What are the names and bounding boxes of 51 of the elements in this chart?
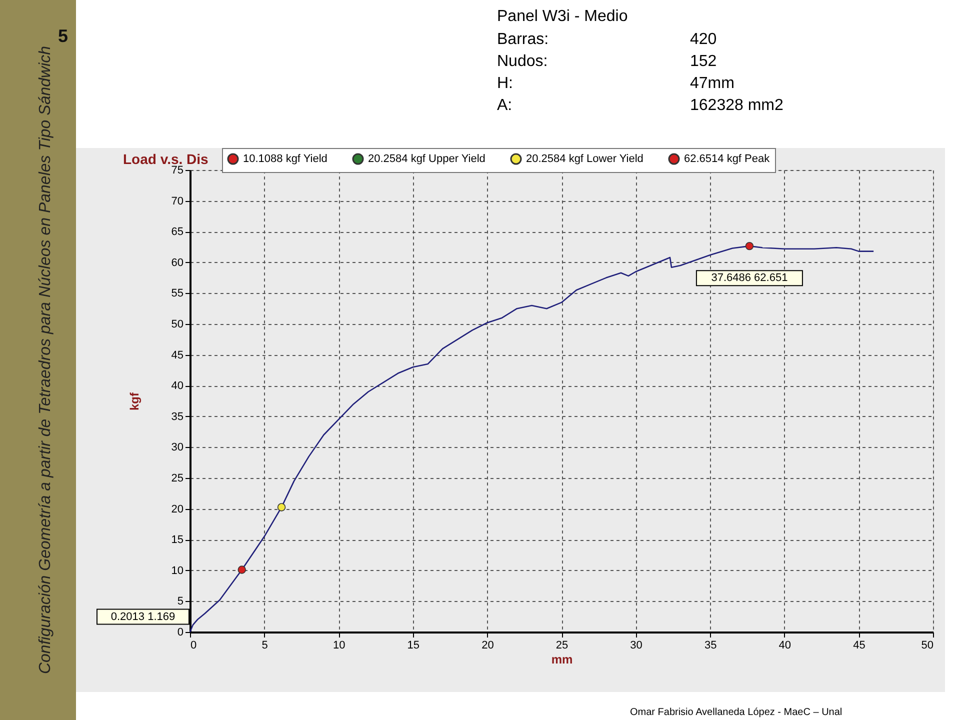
y-axis-title: kgf [127,391,142,410]
x-tick-label: 25 [556,640,568,652]
y-tick-label: 55 [171,288,184,300]
point [238,566,246,574]
text: 152 [690,53,717,70]
y-tick-label: 20 [171,503,184,516]
x-tick-label: 5 [262,640,268,652]
text: Omar Fabrisio Avellaneda López - MaeC – Unal [630,707,842,718]
x-tick-label: 35 [704,640,717,652]
point [745,242,754,250]
x-tick-label: 30 [630,640,642,652]
y-tick-label: 70 [171,195,184,208]
x-tick-label: 15 [407,640,420,652]
y-tick-label: 10 [171,564,184,577]
y-tick-label: 25 [171,472,184,484]
chart-title: Load v.s. Dis [123,151,209,167]
y-tick-label: 40 [171,380,184,392]
y-tick-label: 30 [171,442,184,454]
y-tick-label: 65 [171,226,184,238]
x-tick-label: 10 [332,640,346,652]
text: Barras: [497,31,549,48]
x-tick-label: 40 [778,640,792,652]
y-tick-label: 35 [171,410,184,423]
point [277,503,286,512]
text: Panel W3i - Medio [497,8,628,25]
y-tick-label: 0 [177,626,184,638]
x-tick-label: 20 [482,640,494,652]
legend-label: 10.1088 kgf Yield [243,153,328,165]
y-tick-label: 15 [171,534,184,546]
text: 5 [58,26,68,46]
text: 420 [690,31,717,48]
y-tick-label: 75 [171,164,184,176]
annotation: 37.6486 62.651 [711,272,788,284]
legend-label: 62.6514 kgf Peak [684,153,770,165]
text: Configuración Geometría a partir de Tetraedros para Núcleos en Paneles Tipo Sándwich [37,46,54,674]
legend-label: 20.2584 kgf Upper Yield [368,153,486,165]
x-axis-title: mm [551,652,573,666]
legend-label: 20.2584 kgf Lower Yield [526,153,644,165]
text: 47mm [690,75,734,92]
y-tick-label: 45 [171,349,184,362]
text: Nudos: [497,53,548,70]
y-tick-label: 50 [171,318,184,330]
y-tick-label: 60 [171,256,184,269]
text: 162328 mm2 [690,97,784,114]
x-tick-label: 45 [853,640,866,652]
x-tick-label: 0 [190,640,197,652]
y-tick-label: 5 [177,596,184,608]
annotation: 0.2013 1.169 [110,610,176,623]
x-tick-label: 50 [921,640,934,652]
text: H: [497,75,513,92]
text: A: [497,97,512,114]
